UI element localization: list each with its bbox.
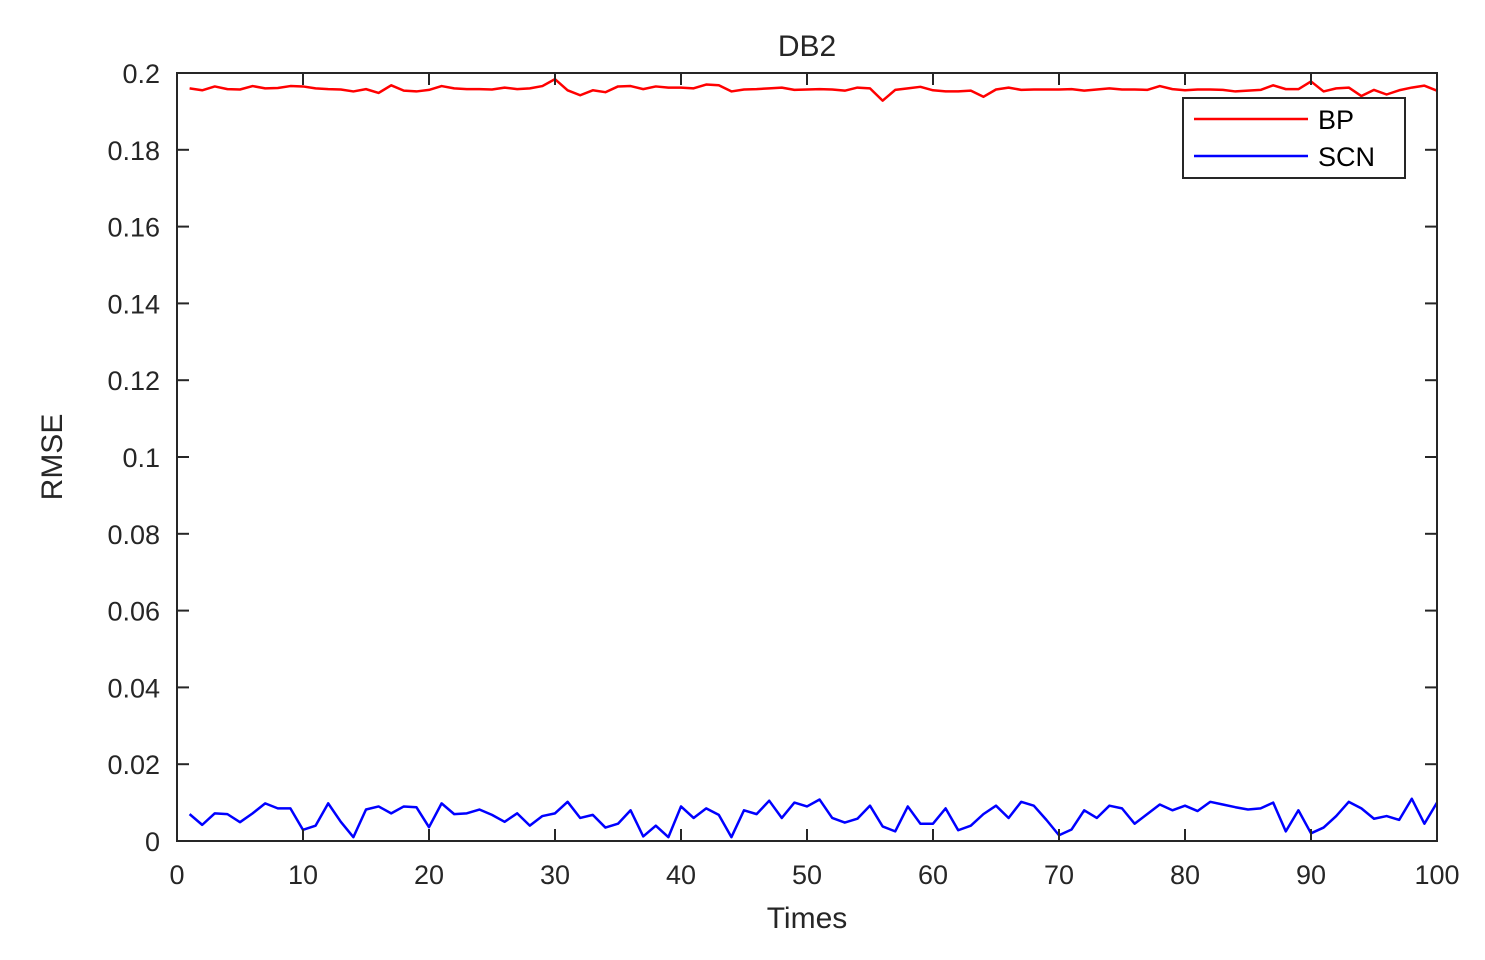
y-tick-label: 0 (145, 827, 160, 857)
y-axis-title: RMSE (36, 414, 69, 501)
y-tick-label: 0.08 (107, 520, 160, 550)
x-tick-label: 60 (918, 860, 948, 890)
series-line-scn (188, 797, 1439, 839)
x-tick-label: 70 (1044, 860, 1074, 890)
series-line-bp (189, 77, 1438, 102)
x-tick-label: 80 (1170, 860, 1200, 890)
x-tick-label: 20 (414, 860, 444, 890)
legend: BP SCN (1182, 97, 1406, 179)
plot-area (177, 73, 1437, 841)
ticks-layer (176, 72, 1438, 842)
x-tick-label: 0 (169, 860, 184, 890)
y-tick-label: 0.02 (107, 750, 160, 780)
y-tick-label: 0.16 (107, 213, 160, 243)
x-tick-labels: 0 10 20 30 40 50 60 70 80 90 100 (169, 860, 1459, 890)
y-tick-label: 0.06 (107, 597, 160, 627)
legend-label-scn: SCN (1318, 142, 1375, 172)
x-tick-label: 40 (666, 860, 696, 890)
chart-title: DB2 (778, 30, 836, 63)
y-tick-label: 0.18 (107, 136, 160, 166)
y-tick-labels: 0 0.02 0.04 0.06 0.08 0.1 0.12 0.14 0.16 0.18 0.2 (107, 59, 160, 857)
x-tick-label: 50 (792, 860, 822, 890)
x-axis-title: Times (767, 902, 848, 935)
x-tick-label: 30 (540, 860, 570, 890)
y-tick-label: 0.12 (107, 366, 160, 396)
x-tick-label: 90 (1296, 860, 1326, 890)
series-layer (188, 77, 1439, 839)
y-tick-label: 0.04 (107, 673, 160, 703)
legend-box (1182, 97, 1406, 179)
x-tick-label: 10 (288, 860, 318, 890)
legend-label-bp: BP (1318, 105, 1354, 135)
y-tick-label: 0.14 (107, 289, 160, 319)
y-tick-label: 0.1 (122, 443, 160, 473)
y-tick-label: 0.2 (122, 59, 160, 89)
x-tick-label: 100 (1414, 860, 1459, 890)
